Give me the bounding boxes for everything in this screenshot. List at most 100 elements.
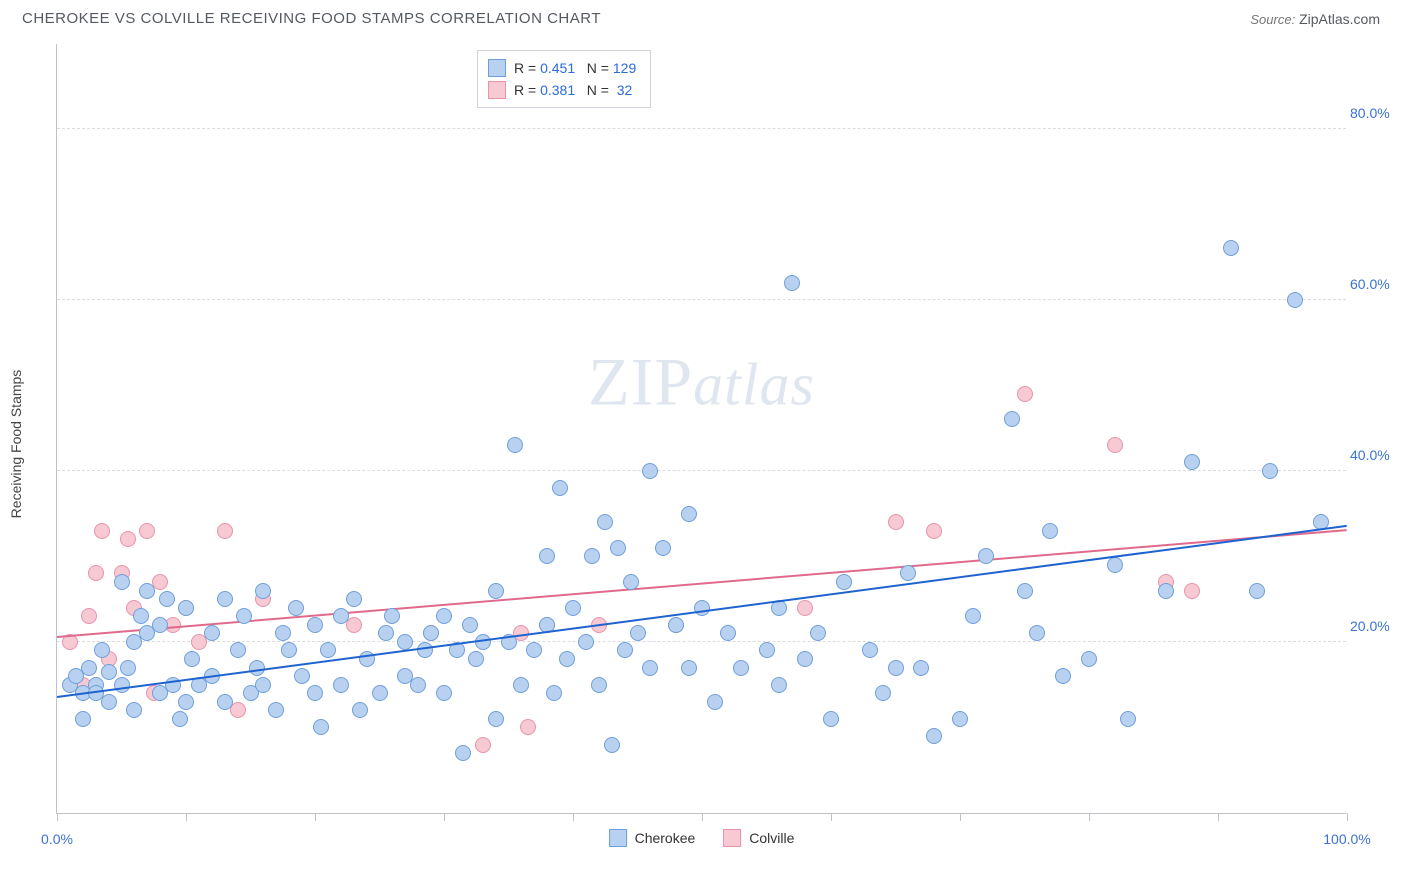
data-point-cherokee <box>771 677 787 693</box>
swatch-colville <box>488 81 506 99</box>
xtick-label: 0.0% <box>41 831 73 847</box>
data-point-cherokee <box>152 617 168 633</box>
data-point-cherokee <box>965 608 981 624</box>
xtick <box>831 813 832 821</box>
swatch-cherokee <box>488 59 506 77</box>
legend-item-cherokee: Cherokee <box>609 829 696 847</box>
data-point-cherokee <box>378 625 394 641</box>
data-point-cherokee <box>1120 711 1136 727</box>
data-point-cherokee <box>139 583 155 599</box>
data-point-colville <box>520 719 536 735</box>
data-point-cherokee <box>900 565 916 581</box>
data-point-cherokee <box>236 608 252 624</box>
data-point-cherokee <box>217 694 233 710</box>
data-point-cherokee <box>1158 583 1174 599</box>
data-point-colville <box>888 514 904 530</box>
data-point-cherokee <box>759 642 775 658</box>
data-point-cherokee <box>372 685 388 701</box>
data-point-cherokee <box>642 463 658 479</box>
data-point-cherokee <box>333 677 349 693</box>
gridline <box>57 470 1346 471</box>
data-point-cherokee <box>126 702 142 718</box>
correlation-legend: R = 0.451 N = 129 R = 0.381 N = 32 <box>477 50 651 108</box>
data-point-cherokee <box>1287 292 1303 308</box>
chart-title: CHEROKEE VS COLVILLE RECEIVING FOOD STAM… <box>22 10 601 27</box>
data-point-cherokee <box>836 574 852 590</box>
data-point-cherokee <box>565 600 581 616</box>
data-point-cherokee <box>1249 583 1265 599</box>
data-point-colville <box>797 600 813 616</box>
data-point-colville <box>1017 386 1033 402</box>
data-point-cherokee <box>397 634 413 650</box>
gridline <box>57 641 1346 642</box>
data-point-cherokee <box>604 737 620 753</box>
xtick <box>1347 813 1348 821</box>
data-point-cherokee <box>559 651 575 667</box>
data-point-cherokee <box>352 702 368 718</box>
data-point-cherokee <box>1262 463 1278 479</box>
data-point-cherokee <box>320 642 336 658</box>
trend-line-colville <box>57 529 1347 638</box>
data-point-cherokee <box>417 642 433 658</box>
data-point-cherokee <box>926 728 942 744</box>
xtick <box>57 813 58 821</box>
data-point-cherokee <box>423 625 439 641</box>
data-point-cherokee <box>707 694 723 710</box>
gridline <box>57 299 1346 300</box>
data-point-cherokee <box>114 574 130 590</box>
data-point-cherokee <box>1042 523 1058 539</box>
data-point-cherokee <box>552 480 568 496</box>
data-point-cherokee <box>1017 583 1033 599</box>
data-point-colville <box>1107 437 1123 453</box>
xtick <box>444 813 445 821</box>
xtick <box>702 813 703 821</box>
data-point-cherokee <box>346 591 362 607</box>
data-point-cherokee <box>307 617 323 633</box>
data-point-cherokee <box>230 642 246 658</box>
data-point-colville <box>475 737 491 753</box>
data-point-cherokee <box>249 660 265 676</box>
data-point-cherokee <box>978 548 994 564</box>
source-label: Source: <box>1250 12 1295 27</box>
data-point-cherokee <box>455 745 471 761</box>
data-point-cherokee <box>578 634 594 650</box>
ytick-label: 20.0% <box>1350 618 1400 634</box>
data-point-cherokee <box>823 711 839 727</box>
source-attribution: Source: ZipAtlas.com <box>1250 11 1380 27</box>
data-point-cherokee <box>655 540 671 556</box>
data-point-cherokee <box>410 677 426 693</box>
data-point-cherokee <box>114 677 130 693</box>
data-point-cherokee <box>681 660 697 676</box>
xtick <box>960 813 961 821</box>
legend-item-colville: Colville <box>723 829 794 847</box>
data-point-cherokee <box>468 651 484 667</box>
data-point-colville <box>1184 583 1200 599</box>
data-point-cherokee <box>784 275 800 291</box>
data-point-cherokee <box>217 591 233 607</box>
data-point-cherokee <box>488 583 504 599</box>
data-point-colville <box>120 531 136 547</box>
data-point-cherokee <box>101 694 117 710</box>
legend-row-cherokee: R = 0.451 N = 129 <box>488 57 636 79</box>
data-point-cherokee <box>120 660 136 676</box>
data-point-cherokee <box>488 711 504 727</box>
data-point-cherokee <box>642 660 658 676</box>
xtick <box>315 813 316 821</box>
data-point-cherokee <box>184 651 200 667</box>
data-point-cherokee <box>81 660 97 676</box>
data-point-cherokee <box>178 694 194 710</box>
data-point-cherokee <box>513 677 529 693</box>
data-point-cherokee <box>875 685 891 701</box>
data-point-cherokee <box>436 608 452 624</box>
swatch-colville-icon <box>723 829 741 847</box>
data-point-cherokee <box>313 719 329 735</box>
data-point-cherokee <box>720 625 736 641</box>
data-point-cherokee <box>294 668 310 684</box>
data-point-cherokee <box>610 540 626 556</box>
data-point-cherokee <box>268 702 284 718</box>
data-point-cherokee <box>307 685 323 701</box>
xtick <box>573 813 574 821</box>
source-value: ZipAtlas.com <box>1299 11 1380 27</box>
data-point-cherokee <box>913 660 929 676</box>
data-point-cherokee <box>862 642 878 658</box>
